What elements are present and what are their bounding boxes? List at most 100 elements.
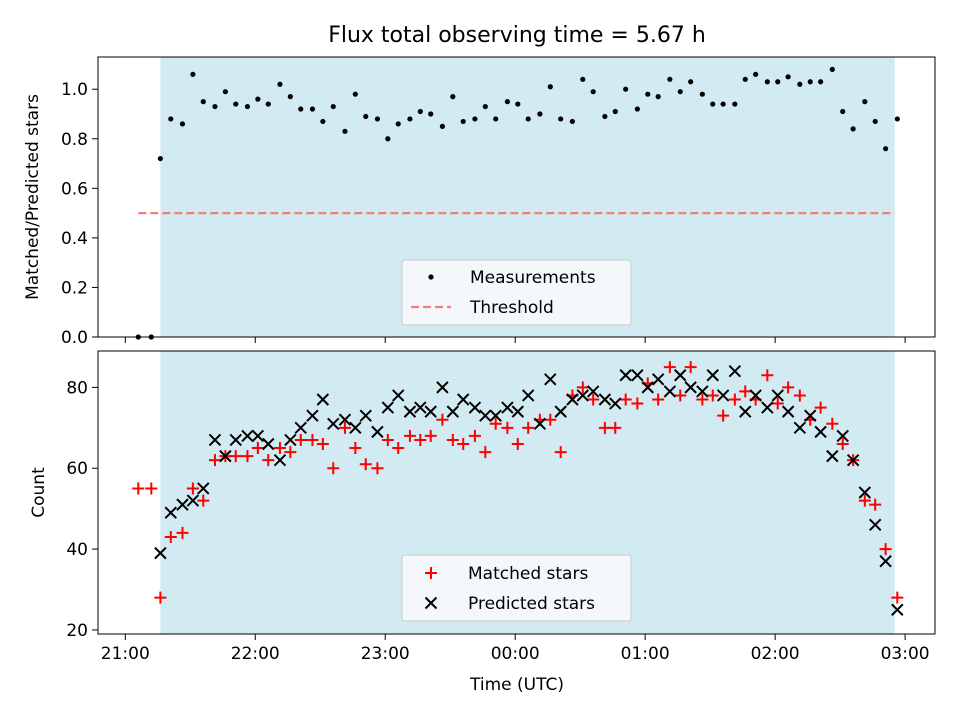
matched-star-point (197, 494, 210, 507)
chart-title: Flux total observing time = 5.67 h (328, 23, 706, 48)
matched-star-point (879, 543, 892, 556)
measurement-point (330, 103, 336, 110)
matched-star-point (262, 454, 275, 467)
matched-star-point (457, 437, 470, 450)
x-tick-label: 22:00 (231, 644, 280, 664)
matched-star-point (728, 393, 741, 406)
matched-star-point (706, 389, 719, 402)
measurement-point (352, 91, 358, 97)
measurement-point (157, 155, 163, 162)
bottom-panel: 20 40 60 80 21:00 22:00 23:00 00:00 01:00 02:00 0… (29, 350, 936, 695)
predicted-star-point (197, 482, 210, 495)
x-tick-label: 23:00 (361, 644, 410, 664)
measurement-point (850, 126, 856, 132)
predicted-star-point (436, 381, 449, 394)
predicted-star-point (359, 409, 372, 422)
measurement-point (623, 86, 629, 92)
predicted-star-point (164, 506, 177, 519)
predicted-star-point (879, 555, 892, 568)
predicted-star-point (663, 385, 677, 398)
x-axis-label: Time (UTC) (469, 675, 564, 695)
predicted-star-point (576, 389, 589, 402)
y-tick-label: 0.2 (61, 278, 88, 298)
predicted-star-point (804, 409, 817, 422)
measurement-point (525, 116, 531, 122)
measurement-point (417, 108, 423, 115)
matched-star-point (414, 433, 427, 446)
predicted-star-point (501, 401, 514, 414)
matched-star-point (522, 421, 535, 434)
measurement-points (135, 66, 900, 340)
matched-star-point (739, 385, 752, 398)
predicted-star-point (586, 385, 600, 398)
predicted-star-point (446, 405, 460, 418)
measurement-point (612, 108, 618, 115)
matched-star-point (793, 389, 806, 402)
predicted-star-point (186, 494, 200, 507)
measurement-point (472, 116, 478, 122)
predicted-star-point (241, 429, 254, 443)
measurement-point (710, 101, 716, 107)
measurement-point (558, 116, 564, 122)
legend-threshold-label: Threshold (469, 298, 554, 318)
matched-star-point (186, 482, 199, 495)
predicted-star-point (424, 405, 437, 418)
top-y-axis-label: Matched/Predicted stars (23, 94, 43, 300)
measurement-point (407, 116, 413, 122)
predicted-star-point (392, 389, 405, 402)
matched-star-point (869, 498, 882, 511)
measurement-point (265, 101, 271, 107)
bottom-legend-box (401, 554, 632, 622)
matched-star-point (145, 482, 158, 495)
predicted-star-point (598, 393, 612, 406)
predicted-star-point (619, 369, 632, 382)
x-tick-label: 02:00 (751, 644, 800, 664)
measurement-point (395, 121, 401, 127)
predicted-star-point (327, 417, 340, 430)
measurement-point (602, 113, 608, 120)
measurement-point (277, 81, 283, 87)
measurement-point (460, 118, 466, 125)
matched-star-point (436, 413, 449, 426)
bottom-y-axis-label: Count (29, 467, 49, 518)
measurement-point (590, 89, 596, 95)
matched-star-point (652, 393, 665, 406)
matched-star-point (371, 462, 384, 475)
measurement-point (515, 101, 521, 107)
y-tick-label: 80 (66, 378, 88, 398)
measurement-point (233, 101, 239, 107)
predicted-star-point (414, 401, 427, 414)
measurement-point (309, 106, 316, 112)
matched-star-point (349, 442, 362, 455)
predicted-star-point (631, 369, 644, 382)
measurement-point (655, 94, 661, 100)
measurement-point (287, 94, 293, 100)
measurement-point (797, 81, 803, 87)
y-tick-label: 0.0 (61, 328, 88, 348)
predicted-star-point (728, 365, 742, 378)
predicted-star-point (284, 433, 297, 447)
predicted-star-point (229, 433, 242, 447)
matched-star-point (587, 393, 600, 406)
predicted-star-point (479, 409, 492, 422)
predicted-star-point (684, 381, 697, 394)
matched-star-point (631, 397, 644, 410)
measurement-point (342, 128, 348, 134)
matched-star-point (241, 450, 254, 463)
predicted-star-point (306, 409, 319, 422)
measurement-point (255, 96, 261, 102)
predicted-star-point (846, 453, 860, 467)
measurement-point (439, 123, 446, 129)
legend-measurements-label: Measurements (470, 268, 596, 288)
predicted-star-point (651, 373, 665, 386)
matched-star-point (836, 437, 849, 450)
predicted-star-point (716, 389, 730, 402)
matched-star-point (208, 454, 221, 467)
measurement-point (699, 91, 705, 97)
legend-measurements-marker (428, 274, 434, 280)
legend-matched-label: Matched stars (468, 564, 588, 584)
measurement-point (883, 146, 889, 152)
measurement-point (493, 116, 499, 122)
matched-star-point (294, 433, 307, 446)
